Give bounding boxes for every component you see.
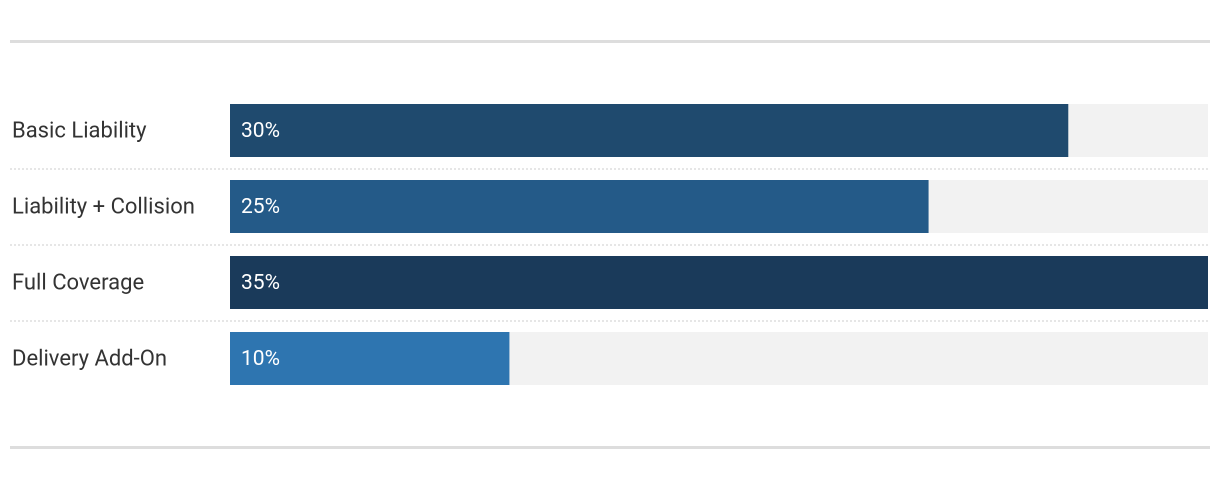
category-label: Basic Liability	[12, 118, 147, 143]
value-label: 30%	[241, 119, 280, 143]
category-label: Full Coverage	[12, 270, 144, 295]
top-rule	[10, 40, 1210, 43]
category-label: Liability + Collision	[12, 194, 195, 219]
value-label: 25%	[241, 195, 280, 219]
value-label: 10%	[241, 347, 280, 371]
bar	[230, 332, 510, 385]
bar	[230, 256, 1208, 309]
bar	[230, 104, 1069, 157]
value-label: 35%	[241, 271, 280, 295]
bar	[230, 180, 929, 233]
bottom-rule	[10, 446, 1210, 449]
category-label: Delivery Add-On	[12, 346, 167, 371]
